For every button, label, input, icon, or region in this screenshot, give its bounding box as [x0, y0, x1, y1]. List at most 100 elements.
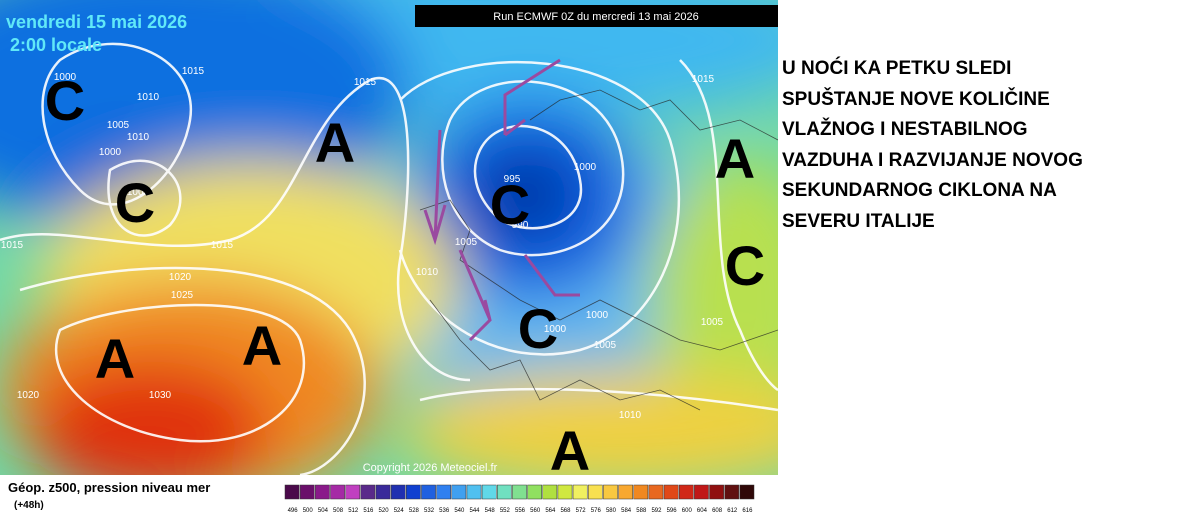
colorbar-label: 572 [576, 508, 587, 514]
isobar-label: 1000 [544, 324, 567, 335]
color-swatch [663, 484, 679, 500]
color-swatch [284, 484, 300, 500]
color-swatch [678, 484, 694, 500]
colorbar-label: 552 [500, 508, 511, 514]
color-swatch [421, 484, 436, 500]
colorbar-label: 496 [288, 508, 299, 514]
isobar-label: 1030 [149, 390, 172, 401]
colorbar-label: 532 [424, 508, 435, 514]
note-line: SEKUNDARNOG CIKLONA NA [782, 180, 1057, 201]
note-line: VAZDUHA I RAZVIJANJE NOVOG [782, 149, 1083, 171]
colorbar-label: 516 [363, 508, 374, 514]
color-swatch [466, 484, 482, 500]
color-swatch [587, 484, 603, 500]
colorbar-label: 568 [560, 508, 571, 514]
isobar-label: 1025 [171, 290, 194, 301]
pressure-system: C [45, 69, 85, 132]
color-swatch [527, 484, 542, 500]
colorbar-label: 508 [333, 508, 344, 514]
colorbar-label: 616 [742, 508, 753, 514]
colorbar-label: 548 [485, 508, 496, 514]
colorbar-label: 608 [712, 508, 723, 514]
pressure-system: A [315, 111, 355, 174]
color-swatch [451, 484, 467, 500]
isobar-label: 995 [504, 174, 521, 185]
isobar-label: 1000 [127, 187, 150, 198]
weather-map: Run ECMWF 0Z du mercredi 13 mai 2026 ven… [0, 0, 778, 475]
pressure-system: C [518, 297, 558, 360]
colorbar-label: 576 [591, 508, 602, 514]
color-swatch [299, 484, 315, 500]
pressure-system: A [550, 419, 590, 475]
colorbar-label: 596 [667, 508, 678, 514]
date: vendredi 15 mai 2026 [6, 12, 187, 32]
colorbar-label: 504 [318, 508, 329, 514]
field [0, 0, 778, 475]
color-swatch [436, 484, 452, 500]
color-swatch [739, 484, 755, 500]
isobar-label: 1015 [182, 66, 205, 77]
colorbar-label: 540 [454, 508, 465, 514]
isobar-label: 1010 [619, 410, 642, 421]
note-line: VLAŽNOG I NESTABILNOG [782, 119, 1028, 140]
color-swatch [512, 484, 527, 500]
note: U NOĆI KA PETKU SLEDI SPUŠTANJE NOVE KOLI… [782, 54, 1192, 237]
isobar-label: 1005 [701, 317, 724, 328]
color-swatch [315, 484, 330, 500]
color-swatch [572, 484, 588, 500]
isobar-label: 1020 [169, 272, 192, 283]
colorbar-label: 512 [348, 508, 359, 514]
run-label: Run ECMWF 0Z du mercredi 13 mai 2026 [493, 11, 698, 23]
legend: Géop. z500, pression niveau mer (+48h) 4… [8, 480, 755, 514]
colorbar-label: 528 [409, 508, 420, 514]
color-swatch [724, 484, 740, 500]
isobar-label: 1005 [107, 120, 130, 131]
isobar-label: 1015 [1, 240, 24, 251]
isobar-label: 990 [512, 220, 529, 231]
note-line: SPUŠTANJE NOVE KOLIČINE [782, 88, 1050, 110]
colorbar-label: 600 [682, 508, 693, 514]
colorbar-label: 588 [636, 508, 647, 514]
note-line: U NOĆI KA PETKU SLEDI [782, 58, 1012, 79]
colorbar-label: 520 [379, 508, 390, 514]
isobar-label: 1010 [127, 132, 150, 143]
pressure-system: A [242, 314, 282, 377]
pressure-system: A [715, 127, 755, 190]
color-swatch [709, 484, 724, 500]
isobar-label: 1015 [354, 77, 377, 88]
colorbar-label: 500 [303, 508, 314, 514]
pressure-system: C [725, 234, 765, 297]
note-line: SEVERU ITALIJE [782, 210, 935, 232]
colorbar-label: 560 [530, 508, 541, 514]
color-swatch [345, 484, 361, 500]
colorbar-label: 612 [727, 508, 738, 514]
lead-time: (+48h) [14, 500, 44, 511]
colorbar-label: 556 [515, 508, 526, 514]
caption: Géop. z500, pression niveau mer [8, 480, 210, 495]
color-swatch [390, 484, 406, 500]
color-swatch [542, 484, 558, 500]
color-swatch [633, 484, 649, 500]
color-swatch [481, 484, 497, 500]
isobar-label: 1000 [54, 72, 77, 83]
color-swatch [375, 484, 391, 500]
colorbar-label: 524 [394, 508, 405, 514]
pressure-system: C [490, 173, 530, 236]
copyright: Copyright 2026 Meteociel.fr [363, 462, 498, 474]
color-swatch [603, 484, 618, 500]
color-swatch [406, 484, 421, 500]
isobar-label: 1010 [137, 92, 160, 103]
pressure-system: C [115, 171, 155, 234]
colorbar-label: 584 [621, 508, 632, 514]
colorbar-label: 544 [470, 508, 481, 514]
color-swatch [557, 484, 573, 500]
color-swatch [694, 484, 709, 500]
run-banner [415, 5, 778, 27]
isobar-label: 1020 [17, 390, 40, 401]
isobar-label: 1000 [574, 162, 597, 173]
color-swatch [497, 484, 512, 500]
color-swatch [330, 484, 345, 500]
isobar-label: 1005 [455, 237, 478, 248]
time: 2:00 locale [10, 35, 102, 55]
